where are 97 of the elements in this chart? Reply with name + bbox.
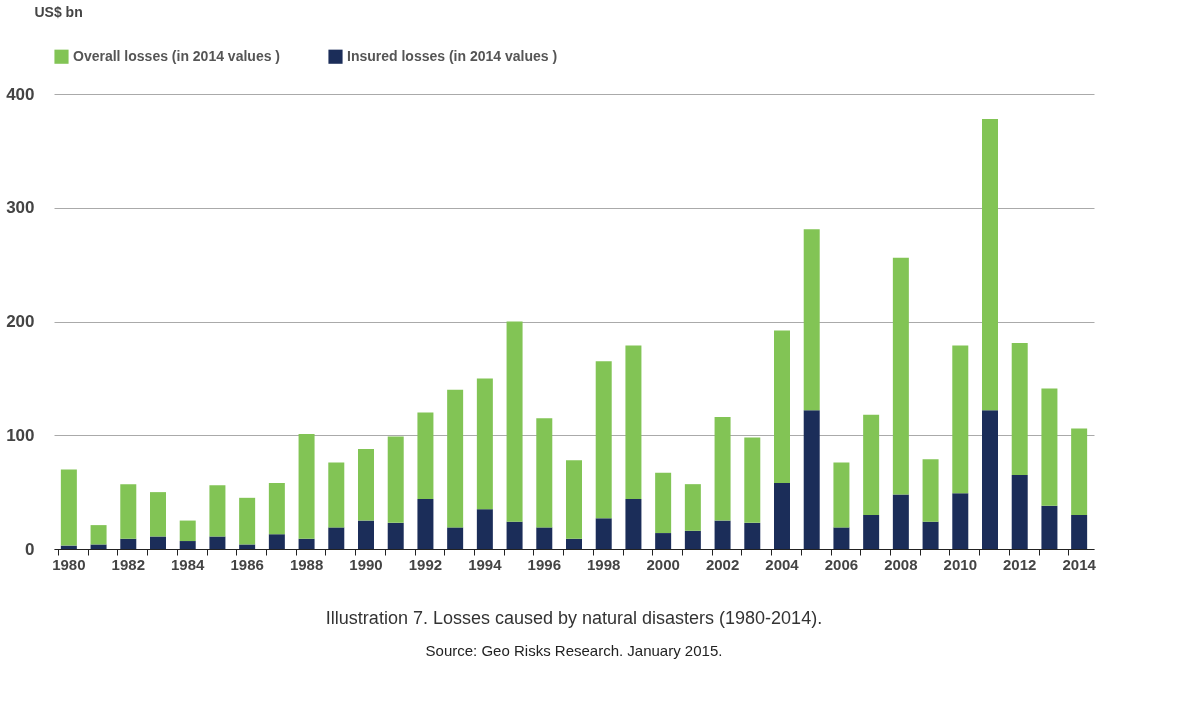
- x-tick-label: 2000: [646, 555, 680, 573]
- bar: [892, 494, 909, 549]
- bar: [536, 418, 553, 528]
- bar: [1071, 428, 1088, 515]
- bar: [1041, 505, 1058, 549]
- bar: [60, 469, 77, 546]
- bar: [892, 257, 909, 495]
- text: Illustration 7. Losses caused by natural disasters (1980-2014).: [325, 608, 823, 628]
- bar: [744, 437, 761, 523]
- y-tick-label: 300: [6, 198, 35, 218]
- bar: [120, 484, 137, 539]
- bar: [387, 436, 404, 523]
- x-tick-label: 2004: [765, 555, 800, 573]
- bar: [417, 498, 434, 549]
- bar: [476, 509, 493, 549]
- bar: [922, 459, 939, 522]
- x-tick-label: 1982: [111, 555, 145, 573]
- bar: [982, 119, 998, 411]
- bar: [625, 345, 642, 499]
- bar: [1071, 514, 1088, 549]
- x-tick-label: 1996: [527, 555, 561, 573]
- bar: [120, 538, 137, 549]
- y-tick-label: 200: [6, 312, 35, 331]
- bar: [566, 460, 582, 539]
- bar: [982, 410, 998, 549]
- bar: [863, 514, 880, 549]
- source-note: Source: Geo Risks Research. January 2015.: [425, 642, 723, 659]
- bar: [655, 533, 672, 549]
- x-tick-label: 2012: [1003, 555, 1037, 573]
- bar: [1041, 388, 1058, 506]
- bar: [952, 345, 969, 494]
- bar: [595, 518, 612, 549]
- bar: [476, 378, 493, 510]
- bar: [952, 493, 969, 549]
- x-tick-label: 2014: [1062, 555, 1097, 573]
- y-tick-label: 100: [6, 425, 35, 445]
- x-tick-label: 2006: [824, 555, 859, 573]
- bar: [387, 522, 404, 549]
- bar: [447, 527, 464, 549]
- bar: [655, 472, 672, 534]
- bar: [1011, 475, 1028, 549]
- bar: [209, 536, 226, 549]
- x-tick-label: 2008: [884, 555, 918, 573]
- bar: [774, 483, 790, 549]
- bar: [536, 527, 553, 549]
- bar: [803, 410, 820, 549]
- bar: [566, 538, 582, 549]
- bar: [595, 361, 612, 519]
- bar: [268, 483, 285, 535]
- bar: [90, 544, 107, 549]
- bar: [90, 525, 107, 545]
- bar: [1011, 343, 1028, 476]
- bar: [239, 497, 256, 545]
- bar: [179, 541, 196, 549]
- bar: [150, 492, 166, 537]
- x-tick-label: 2002: [705, 555, 740, 573]
- x-tick-label: 1984: [171, 555, 206, 573]
- bar: [417, 412, 434, 499]
- bar: [239, 544, 256, 549]
- bar: [714, 520, 731, 549]
- x-tick-label: 1992: [408, 555, 443, 573]
- legend-label: Overall losses (in 2014 values ): [73, 47, 281, 64]
- bar: [298, 538, 315, 549]
- y-axis-title: US$ bn: [34, 3, 83, 20]
- bar: [150, 536, 166, 549]
- legend-label: Insured losses (in 2014 values ): [347, 47, 558, 64]
- bar: [774, 330, 790, 484]
- bar: [625, 498, 642, 549]
- x-tick-label: 2010: [943, 555, 977, 573]
- bar: [209, 485, 226, 537]
- y-tick-label: 400: [6, 84, 35, 104]
- bar: [268, 534, 285, 549]
- x-tick-label: 1988: [289, 555, 324, 573]
- bar: [506, 521, 523, 549]
- x-tick-label: 1980: [52, 555, 86, 573]
- bar: [833, 527, 850, 549]
- bar: [833, 462, 850, 528]
- bar: [179, 520, 196, 542]
- x-tick-label: 1986: [230, 555, 264, 573]
- bar: [328, 462, 345, 528]
- bar: [684, 484, 701, 531]
- y-tick-label: 0: [25, 539, 35, 559]
- bar: [506, 321, 523, 522]
- bar: [744, 522, 761, 549]
- x-tick-label: 1994: [468, 555, 503, 573]
- bar: [803, 229, 820, 411]
- bar: [447, 389, 464, 528]
- bar: [714, 417, 731, 521]
- bar: [863, 414, 880, 515]
- x-tick-label: 1998: [587, 555, 621, 573]
- bar: [684, 530, 701, 549]
- bar: [328, 527, 345, 549]
- x-tick-label: 1990: [349, 555, 383, 573]
- bar: [298, 434, 315, 539]
- bar: [358, 448, 374, 521]
- bar: [922, 521, 939, 549]
- bar: [358, 520, 374, 549]
